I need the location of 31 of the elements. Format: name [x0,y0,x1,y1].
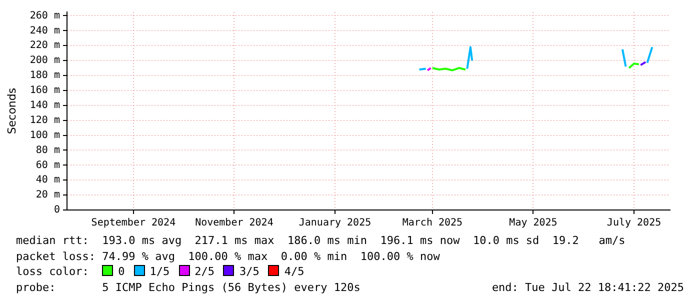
y-tick-label: 160 m [30,85,60,96]
y-tick-label: 100 m [30,130,60,141]
y-tick-label: 60 m [36,160,60,171]
legend-label: 2/5 [194,265,214,278]
x-tick-label: September 2024 [91,218,176,229]
y-tick-label: 120 m [30,114,60,126]
text: probe: 5 ICMP Echo Pings (56 Bytes) every 120s [16,280,360,294]
y-tick-label: 40 m [36,174,60,186]
legend-title: loss color: [16,265,89,278]
legend-label: 1/5 [148,265,170,278]
y-tick-label: 0 [54,204,60,216]
y-tick-label: 220 m [30,40,60,52]
x-tick-label: November 2024 [195,218,274,229]
y-tick-label: 240 m [30,25,60,36]
x-tick-label: May 2025 [509,218,558,229]
y-tick-label: 200 m [30,55,60,66]
text: median rtt: 193.0 ms avg 217.1 ms max 186.0 ms min 196.1 ms now 10.0 ms sd 19.2 am/s [16,233,626,248]
legend-label: 3/5 [238,265,260,278]
legend-label: 4/5 [283,265,304,278]
x-tick-label: March 2025 [402,218,463,229]
y-tick-label: 80 m [36,144,60,156]
y-tick-label: 260 m [30,10,60,22]
x-tick-label: January 2025 [298,218,372,229]
legend-label: 0 [117,265,125,278]
x-tick-label: July 2025 [606,218,662,229]
text: end: Tue Jul 22 18:41:22 2025 [492,280,684,295]
text: packet loss: 74.99 % avg 100.00 % max 0.00 % min 100.00 % now [16,248,441,264]
y-tick-label: 140 m [30,100,60,111]
y-tick-label: 20 m [36,190,60,201]
y-tick-label: 180 m [30,70,60,82]
y-axis-title: Seconds [5,88,18,134]
